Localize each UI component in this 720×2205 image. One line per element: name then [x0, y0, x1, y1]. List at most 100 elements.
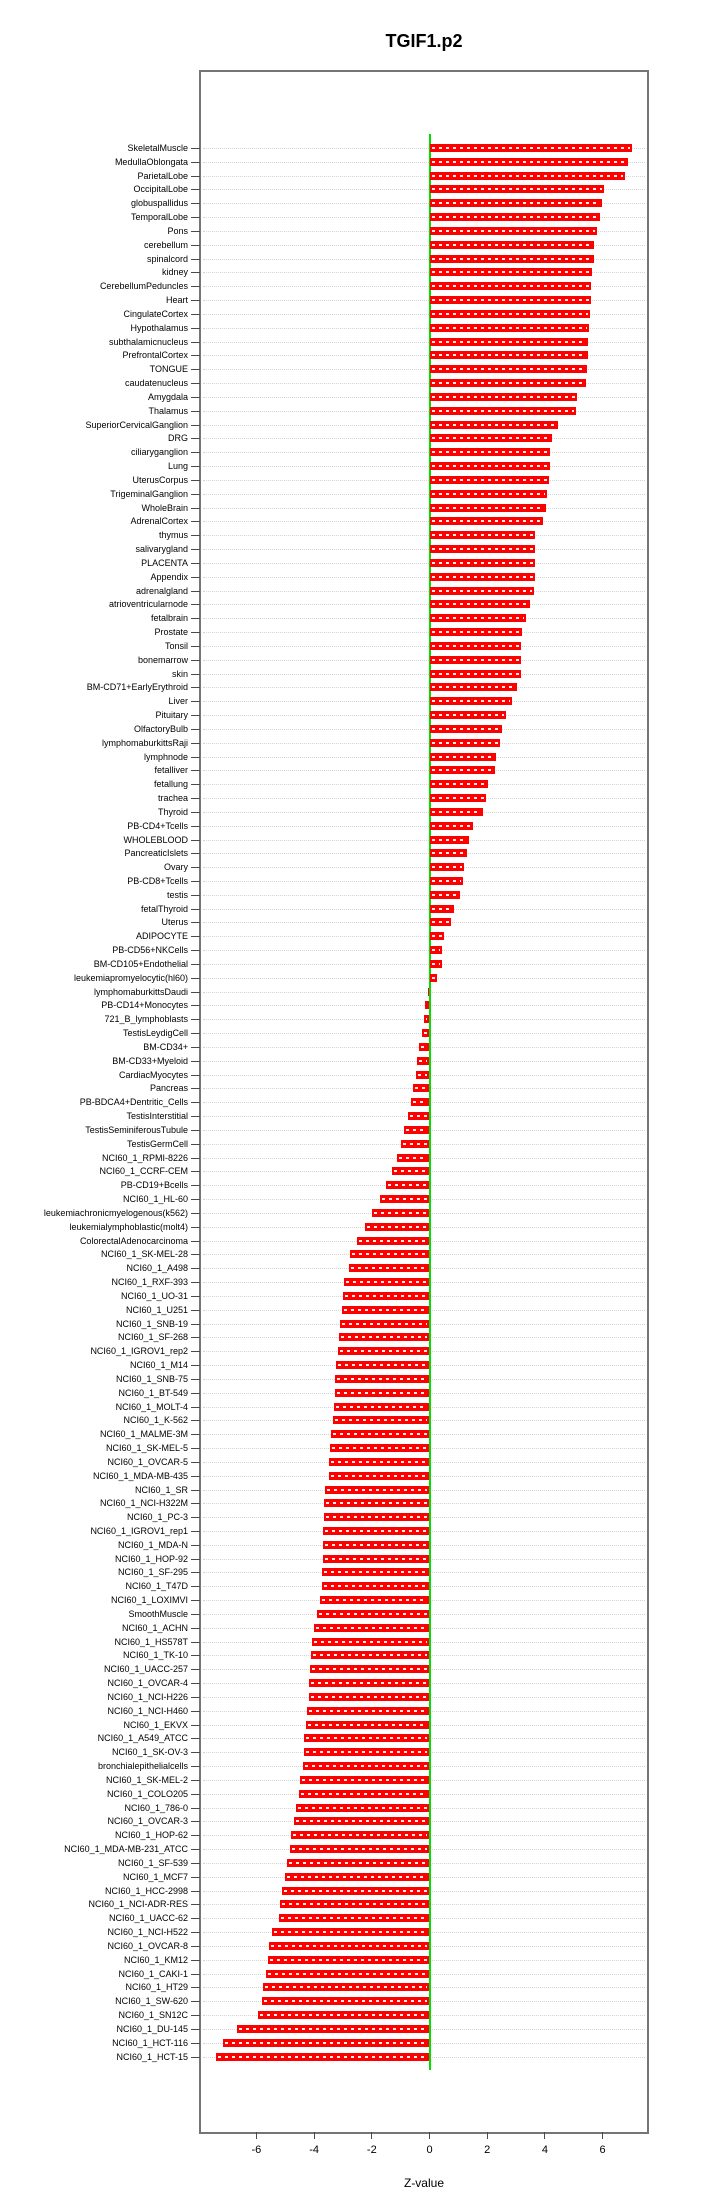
bar: [257, 2011, 430, 2020]
category-label: lymphomaburkittsRaji: [101, 737, 188, 748]
y-axis-tick: [191, 313, 200, 315]
y-axis-tick: [191, 369, 200, 371]
category-label: Lung: [167, 461, 188, 472]
y-axis-tick: [191, 1641, 200, 1643]
y-axis-tick: [191, 1821, 200, 1823]
y-axis-tick: [191, 1226, 200, 1228]
grid-line: [203, 645, 645, 647]
category-label: TONGUE: [149, 364, 188, 375]
category-label: NCI60_1_SR: [134, 1484, 188, 1495]
category-label: NCI60_1_SK-MEL-28: [100, 1249, 188, 1260]
category-label: NCI60_1_UACC-62: [108, 1913, 188, 1924]
category-label: kidney: [161, 267, 188, 278]
y-axis-tick: [191, 1586, 200, 1588]
category-label: Thalamus: [148, 405, 188, 416]
category-label: NCI60_1_SF-268: [117, 1332, 188, 1343]
y-axis-tick: [191, 1738, 200, 1740]
grid-line: [203, 189, 645, 191]
x-axis-tick: [602, 2132, 604, 2139]
category-label: NCI60_1_DU-145: [116, 2023, 188, 2034]
y-axis-tick: [191, 1669, 200, 1671]
x-tick-label: -6: [251, 2144, 262, 2156]
y-axis-tick: [191, 341, 200, 343]
bar: [429, 185, 605, 194]
y-axis-tick: [191, 396, 200, 398]
bar: [323, 1527, 430, 1535]
bar: [337, 1347, 430, 1356]
bar: [323, 1540, 430, 1549]
bar: [335, 1374, 430, 1383]
x-tick-label: -2: [366, 2144, 377, 2156]
y-axis-tick: [191, 659, 200, 661]
y-axis-tick: [191, 715, 200, 717]
category-label: PB-CD56+NKCells: [112, 945, 188, 956]
category-label: TemporalLobe: [130, 212, 188, 223]
bar: [268, 1941, 430, 1950]
bar: [429, 309, 591, 318]
grid-line: [203, 687, 645, 689]
grid-line: [203, 341, 645, 343]
y-axis-tick: [191, 894, 200, 896]
category-label: NCI60_1_MDA-MB-435: [92, 1470, 188, 1481]
category-label: NCI60_1_SF-539: [117, 1857, 188, 1868]
bar: [401, 1139, 430, 1148]
y-axis-tick: [191, 2015, 200, 2017]
grid-line: [203, 355, 645, 357]
y-axis-tick: [191, 383, 200, 385]
y-axis-tick: [191, 1185, 200, 1187]
category-label: Pons: [167, 225, 188, 236]
y-axis-tick: [191, 161, 200, 163]
y-axis-tick: [191, 1351, 200, 1353]
category-label: NCI60_1_CCRF-CEM: [99, 1166, 188, 1177]
category-label: BM-CD34+: [143, 1041, 188, 1052]
y-axis-tick: [191, 549, 200, 551]
category-label: SmoothMuscle: [128, 1608, 188, 1619]
grid-line: [203, 922, 645, 924]
x-axis-tick: [371, 2132, 373, 2139]
bar: [415, 1070, 430, 1079]
y-axis-tick: [191, 286, 200, 288]
grid-line: [203, 839, 645, 841]
bar: [306, 1720, 430, 1729]
y-axis-tick: [191, 908, 200, 910]
x-axis-tick: [544, 2132, 546, 2139]
bar: [280, 1900, 430, 1909]
bar: [429, 392, 577, 401]
category-label: BM-CD105+Endothelial: [93, 958, 188, 969]
y-axis-tick: [191, 466, 200, 468]
category-label: NCI60_1_MOLT-4: [115, 1401, 188, 1412]
grid-line: [203, 977, 645, 979]
category-label: NCI60_1_COLO205: [106, 1788, 188, 1799]
category-label: NCI60_1_EKVX: [123, 1719, 188, 1730]
bar: [429, 655, 521, 664]
category-label: NCI60_1_SK-MEL-2: [105, 1774, 188, 1785]
bar: [429, 503, 546, 512]
y-axis-tick: [191, 1752, 200, 1754]
y-axis-tick: [191, 1060, 200, 1062]
bar: [429, 531, 536, 540]
category-label: TestisGermCell: [126, 1138, 188, 1149]
y-axis-tick: [191, 2001, 200, 2003]
y-axis-tick: [191, 756, 200, 758]
category-label: NCI60_1_HOP-62: [114, 1830, 188, 1841]
y-axis-tick: [191, 562, 200, 564]
category-label: PB-CD14+Monocytes: [101, 1000, 188, 1011]
grid-line: [203, 313, 645, 315]
x-axis-tick: [429, 2132, 430, 2139]
y-axis-tick: [191, 1890, 200, 1892]
bar: [333, 1402, 430, 1411]
y-axis-tick: [191, 1849, 200, 1851]
category-label: Hypothalamus: [130, 322, 188, 333]
category-label: fetalbrain: [150, 613, 188, 624]
grid-line: [203, 701, 645, 703]
y-axis-tick: [191, 258, 200, 260]
y-axis-tick: [191, 1046, 200, 1048]
bar: [429, 475, 550, 484]
category-label: Uterus: [161, 917, 188, 928]
bar: [266, 1969, 430, 1978]
bar: [304, 1734, 430, 1743]
y-axis-tick: [191, 1102, 200, 1104]
bar: [309, 1679, 430, 1688]
grid-line: [203, 369, 645, 371]
bar: [429, 517, 544, 526]
